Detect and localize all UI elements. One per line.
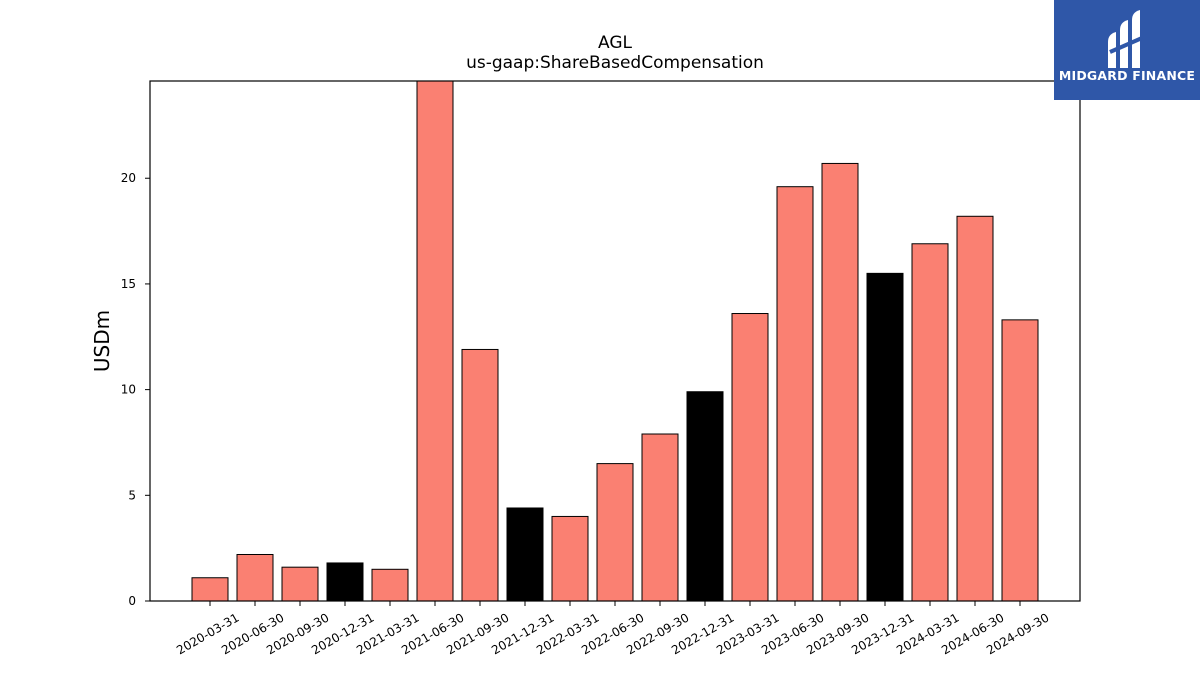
chart-title: AGL [598,33,633,53]
chart-subtitle: us-gaap:ShareBasedCompensation [466,53,764,73]
bar-2020-06-30 [236,553,274,602]
plot-frame [149,80,1081,602]
bar-2023-06-30 [776,186,814,602]
bar-2021-12-31 [506,507,544,602]
bar-2021-03-31 [371,568,409,602]
y-axis-label: USDm [90,310,114,372]
bar-2024-09-30 [1001,319,1039,602]
bar-2024-03-31 [911,243,949,602]
bar-2021-06-30 [416,80,454,602]
x-axis-ticks: 2020-03-312020-06-302020-09-302020-12-31… [174,601,1052,657]
y-axis-ticks: 0 5 10 15 20 [121,171,150,608]
bar-2020-09-30 [281,566,319,602]
bar-2022-06-30 [596,463,634,602]
y-tick-label: 10 [121,383,136,397]
y-tick-label: 5 [128,488,136,502]
bar-2022-03-31 [551,515,589,602]
logo-mark-icon [1108,10,1143,68]
bar-2020-12-31 [326,562,364,602]
bar-2022-12-31 [686,391,724,602]
bar-2020-03-31 [191,577,229,602]
bar-2024-06-30 [956,215,994,602]
bar-2023-03-31 [731,313,769,602]
bar-2021-09-30 [461,348,499,602]
brand-logo: MIDGARD FINANCE [1054,0,1200,100]
bars-group [191,80,1039,602]
bar-2023-09-30 [821,162,859,602]
y-tick-label: 20 [121,171,136,185]
y-tick-label: 0 [128,594,136,608]
bar-2023-12-31 [866,272,904,602]
bar-2022-09-30 [641,433,679,602]
brand-name: MIDGARD FINANCE [1058,68,1196,83]
y-tick-label: 15 [121,277,136,291]
